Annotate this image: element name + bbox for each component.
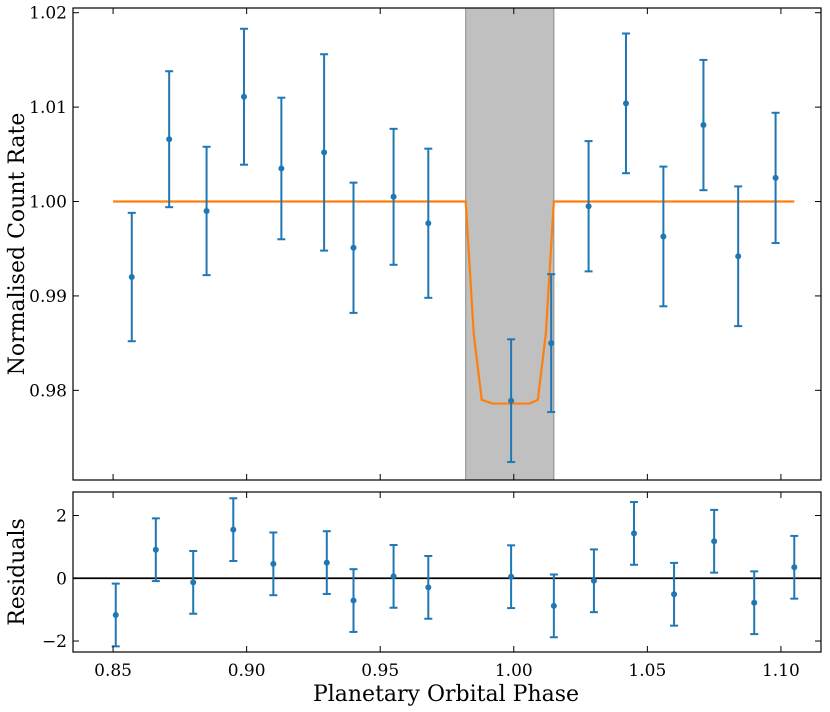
residuals-ytick-label: 2 — [56, 507, 67, 527]
transit-model-line — [113, 200, 795, 405]
residual-data-point — [190, 579, 197, 586]
main-ytick-label: 0.99 — [29, 287, 67, 307]
main-data-point — [548, 340, 555, 347]
main-data-point — [660, 233, 667, 240]
main-ytick-label: 1.02 — [29, 4, 67, 24]
main-ytick-label: 0.98 — [29, 381, 67, 401]
residual-data-point — [631, 530, 637, 537]
residual-data-point — [425, 584, 432, 591]
main-data-point — [585, 203, 592, 210]
residual-data-point — [590, 577, 597, 584]
residual-data-point — [350, 597, 357, 604]
main-data-point — [700, 122, 707, 129]
x-axis-label: Planetary Orbital Phase — [313, 682, 579, 707]
residuals-ytick-label: −2 — [42, 632, 67, 652]
main-data-point — [203, 207, 210, 214]
main-data-point — [622, 100, 629, 107]
residuals-xtick-label: 1.00 — [495, 661, 533, 681]
main-data-point — [508, 397, 515, 404]
eclipse-band — [465, 7, 555, 481]
residuals-xtick-label: 0.90 — [228, 661, 266, 681]
main-data-point — [425, 220, 432, 227]
residual-data-point — [508, 573, 515, 580]
residual-data-point — [711, 538, 718, 545]
main-data-point — [166, 136, 173, 143]
main-data-point — [772, 174, 779, 181]
main-panel: 0.98 0.99 1.00 1.01 1.02 — [29, 4, 822, 481]
residuals-xtick-label: 1.05 — [628, 661, 666, 681]
residual-data-point — [671, 591, 678, 598]
main-data-point — [128, 274, 135, 281]
main-axes-frame — [72, 7, 822, 481]
residual-data-point — [112, 611, 119, 618]
main-data-point — [240, 93, 247, 100]
residual-data-point — [550, 602, 557, 609]
residuals-xtick-label: 1.10 — [762, 661, 800, 681]
residuals-xtick-label: 0.95 — [361, 661, 399, 681]
residual-data-point — [270, 560, 277, 567]
residuals-axes-frame — [72, 491, 822, 653]
main-ytick-label: 1.00 — [29, 193, 67, 213]
residuals-y-axis-label: Residuals — [5, 518, 30, 626]
residuals-panel: −2 0 2 0.85 0.90 0.95 1.00 1.05 1.10 — [42, 491, 822, 681]
residuals-ytick-label: 0 — [56, 569, 67, 589]
main-data-point — [735, 253, 742, 260]
main-data-point — [278, 165, 285, 172]
main-data-point — [321, 149, 328, 156]
main-ytick-label: 1.01 — [29, 98, 67, 118]
residual-data-point — [791, 564, 798, 571]
residual-data-point — [230, 526, 237, 533]
main-y-axis-label: Normalised Count Rate — [5, 113, 30, 376]
main-data-point — [350, 244, 357, 251]
residual-data-point — [152, 546, 159, 553]
residual-data-point — [390, 573, 397, 580]
residuals-xtick-label: 0.85 — [94, 661, 132, 681]
residual-data-point — [323, 559, 330, 566]
main-data-point — [390, 193, 397, 200]
residual-data-point — [751, 599, 758, 606]
